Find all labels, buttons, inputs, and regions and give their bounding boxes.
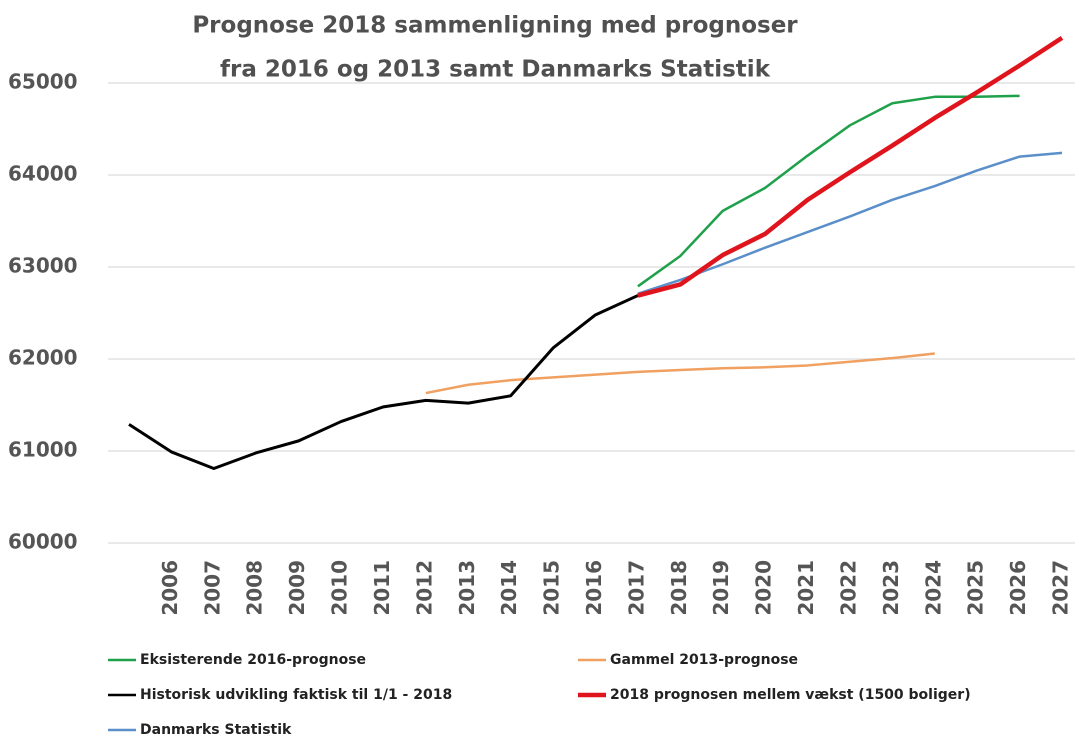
x-tick-label: 2015 — [540, 560, 564, 616]
x-tick-label: 2021 — [794, 560, 818, 616]
y-tick-label: 64000 — [8, 162, 78, 186]
legend-label: Danmarks Statistik — [140, 722, 292, 738]
legend-label: 2018 prognosen mellem vækst (1500 bolige… — [610, 687, 971, 703]
y-tick-label: 63000 — [8, 254, 78, 278]
x-tick-label: 2010 — [328, 560, 352, 616]
x-tick-label: 2018 — [667, 560, 691, 616]
x-tick-label: 2024 — [921, 560, 945, 616]
x-tick-label: 2007 — [200, 560, 224, 616]
x-tick-label: 2016 — [582, 560, 606, 616]
y-tick-label: 61000 — [8, 438, 78, 462]
x-tick-label: 2019 — [709, 560, 733, 616]
chart-title: Prognose 2018 sammenligning med prognose… — [192, 13, 798, 39]
x-tick-label: 2023 — [879, 560, 903, 616]
line-series — [637, 36, 1064, 298]
x-tick-label: 2025 — [964, 560, 988, 616]
x-tick-label: 2008 — [243, 560, 267, 616]
x-tick-label: 2009 — [285, 560, 309, 616]
line-series — [128, 294, 639, 470]
legend-label: Historisk udvikling faktisk til 1/1 - 20… — [140, 687, 452, 703]
x-tick-label: 2020 — [752, 560, 776, 616]
x-tick-label: 2012 — [412, 560, 436, 616]
y-tick-label: 62000 — [8, 346, 78, 370]
y-tick-label: 60000 — [8, 530, 78, 554]
x-tick-label: 2017 — [624, 560, 648, 616]
legend-label: Eksisterende 2016-prognose — [140, 652, 366, 668]
line-series — [637, 151, 1063, 295]
legend-label: Gammel 2013-prognose — [610, 652, 798, 668]
line-series — [637, 94, 1020, 288]
x-tick-label: 2011 — [370, 560, 394, 616]
x-tick-label: 2013 — [455, 560, 479, 616]
x-tick-label: 2022 — [836, 560, 860, 616]
chart-title: fra 2016 og 2013 samt Danmarks Statistik — [220, 57, 771, 83]
line-series — [425, 352, 935, 395]
x-tick-label: 2014 — [497, 560, 521, 616]
x-tick-label: 2027 — [1049, 560, 1073, 616]
x-tick-label: 2026 — [1006, 560, 1030, 616]
y-tick-label: 65000 — [8, 70, 78, 94]
x-tick-label: 2006 — [158, 560, 182, 616]
